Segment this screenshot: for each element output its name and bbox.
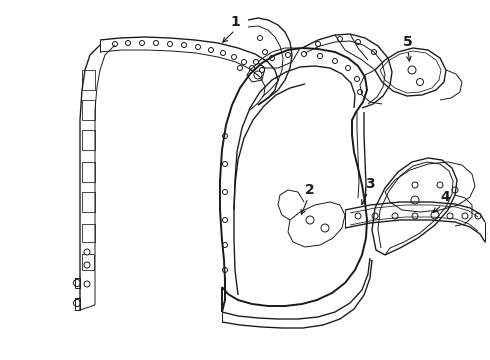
Circle shape [125,40,130,45]
Circle shape [153,40,158,45]
Circle shape [222,189,227,194]
Circle shape [84,262,90,268]
Circle shape [437,182,443,188]
Circle shape [392,213,398,219]
Circle shape [263,49,268,54]
Circle shape [301,51,307,57]
Text: 3: 3 [365,177,375,191]
Circle shape [222,217,227,222]
Circle shape [452,187,458,193]
Circle shape [222,243,227,248]
Circle shape [333,58,338,63]
Circle shape [371,49,376,54]
Circle shape [345,66,350,71]
Circle shape [411,196,419,204]
Circle shape [432,213,438,219]
Polygon shape [288,202,345,247]
Circle shape [321,224,329,232]
Circle shape [242,59,246,64]
Circle shape [253,59,259,64]
Bar [82,224,95,242]
Bar [82,162,95,182]
Circle shape [306,216,314,224]
Circle shape [238,66,243,71]
Circle shape [84,249,90,255]
Circle shape [338,36,343,41]
Circle shape [258,36,263,40]
Circle shape [220,50,225,55]
Circle shape [209,48,214,53]
Circle shape [354,77,360,81]
Circle shape [318,54,322,58]
Circle shape [196,45,200,49]
Bar [82,70,95,90]
Circle shape [447,213,453,219]
Circle shape [286,53,291,58]
Circle shape [113,41,118,46]
Circle shape [222,267,227,273]
Text: 2: 2 [305,183,315,197]
Circle shape [254,71,262,79]
Polygon shape [375,48,446,96]
Circle shape [408,66,416,74]
Circle shape [84,281,90,287]
Circle shape [462,213,468,219]
Circle shape [181,42,187,48]
Circle shape [168,41,172,46]
Circle shape [222,134,227,139]
Bar [82,192,95,212]
Bar [82,130,95,150]
Circle shape [74,279,80,287]
Text: 1: 1 [230,15,240,29]
Circle shape [412,213,418,219]
Circle shape [260,68,265,72]
Circle shape [140,40,145,45]
Polygon shape [385,162,475,212]
Circle shape [355,213,361,219]
Circle shape [358,90,363,94]
Circle shape [249,66,254,71]
Circle shape [412,182,418,188]
Text: 4: 4 [440,190,450,204]
Circle shape [270,55,274,60]
Bar [82,254,94,270]
Circle shape [431,211,439,219]
Circle shape [222,162,227,166]
Circle shape [356,40,361,45]
Bar [82,100,95,120]
Circle shape [416,78,423,85]
Circle shape [74,300,80,306]
Text: 5: 5 [403,35,413,49]
Circle shape [475,213,481,219]
Circle shape [372,213,378,219]
Circle shape [316,41,320,46]
Circle shape [231,54,237,59]
